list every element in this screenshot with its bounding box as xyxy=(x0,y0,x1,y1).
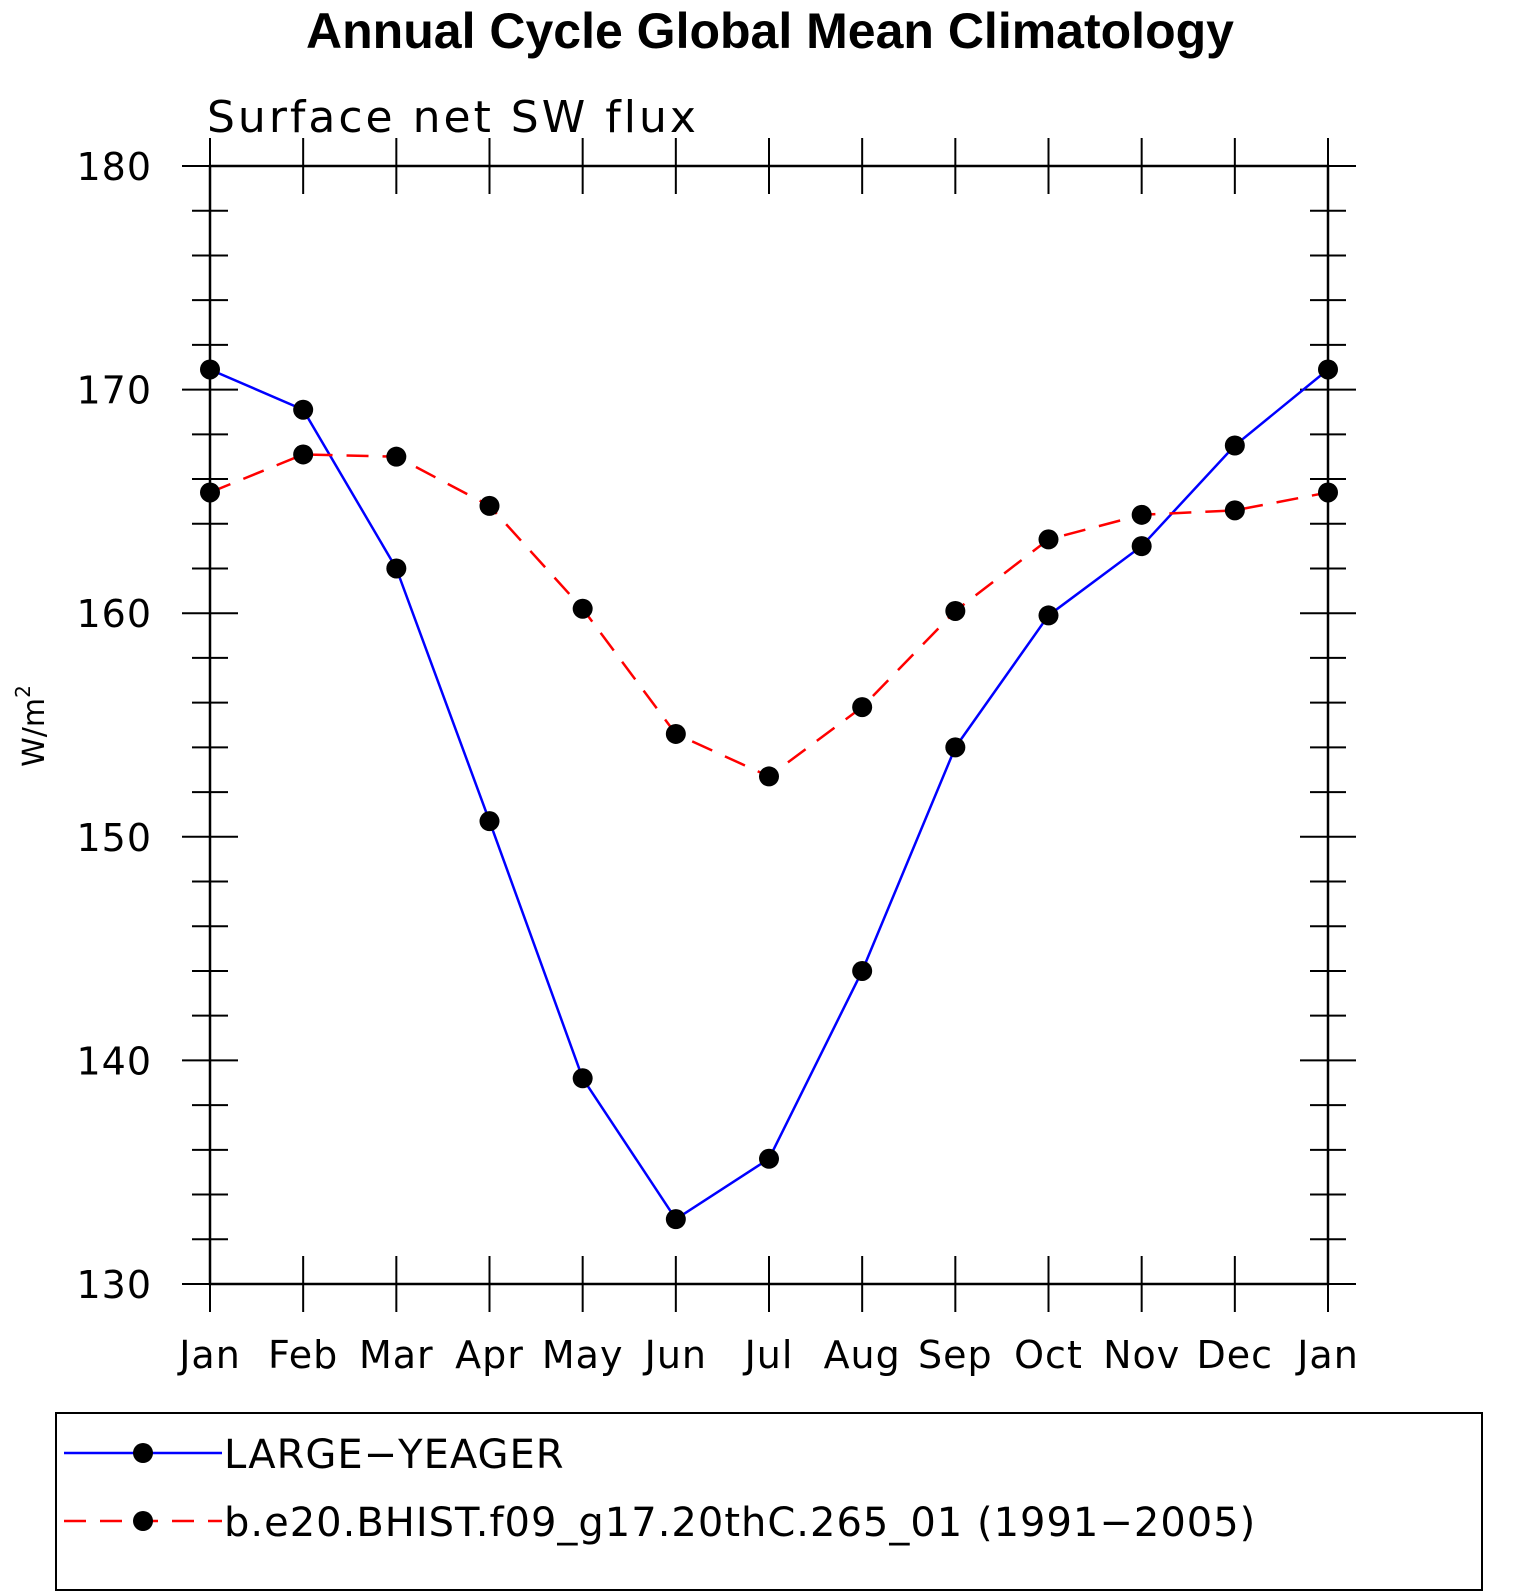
series-line-2 xyxy=(209,453,1329,778)
plot-frame xyxy=(208,164,1330,1286)
series-2-point xyxy=(759,766,779,787)
series-2-point xyxy=(1131,504,1152,525)
chart-title: Annual Cycle Global Mean Climatology xyxy=(306,3,1234,59)
series-2-point xyxy=(1224,500,1245,521)
series-2-point xyxy=(1038,529,1059,550)
series-1-point xyxy=(665,1209,686,1230)
axes: 130 140 150 160 170 180 Jan Feb Mar Apr May Jun Jul A… xyxy=(76,138,1358,1377)
y-tick-label: 180 xyxy=(76,145,152,189)
series-1-point xyxy=(1038,605,1059,626)
x-tick-label: Nov xyxy=(1103,1333,1180,1377)
y-tick-label: 160 xyxy=(76,592,152,636)
series-2-point xyxy=(1318,482,1338,503)
series-1-point xyxy=(759,1148,779,1169)
x-tick-label: Apr xyxy=(455,1333,524,1377)
x-tick-label: Aug xyxy=(824,1333,901,1377)
series-1-point xyxy=(293,399,314,420)
series-1-point xyxy=(572,1068,593,1089)
x-tick-label: Jul xyxy=(743,1333,794,1377)
series-2-point xyxy=(665,723,686,744)
legend-marker-1 xyxy=(133,1443,153,1463)
series-1-point xyxy=(386,558,407,579)
chart-subtitle: Surface net SW flux xyxy=(207,92,699,143)
series-2-point xyxy=(852,697,873,718)
y-axis-label-superscript: 2 xyxy=(11,685,35,698)
y-tick-label: 150 xyxy=(76,816,152,860)
series-1-point xyxy=(1224,435,1245,456)
series-2-point xyxy=(945,600,966,621)
legend-marker-2 xyxy=(133,1511,153,1531)
series-1-point xyxy=(1131,536,1152,557)
series-line-1 xyxy=(209,368,1329,1221)
legend: LARGE−YEAGER b.e20.BHIST.f09_g17.20thC.26… xyxy=(64,1432,1256,1546)
series-1-point xyxy=(479,811,500,832)
x-tick-label: Jun xyxy=(643,1333,707,1377)
series-1-point xyxy=(852,960,873,981)
series-2-point xyxy=(200,482,220,503)
x-tick-label: Jan xyxy=(177,1333,241,1377)
y-tick-label: 170 xyxy=(76,369,152,413)
series-layer xyxy=(200,359,1338,1230)
series-2-point xyxy=(386,446,407,467)
x-tick-label: Oct xyxy=(1014,1333,1083,1377)
legend-label-2: b.e20.BHIST.f09_g17.20thC.265_01 (1991−2… xyxy=(224,1500,1256,1546)
series-2-point xyxy=(293,444,314,465)
legend-label-1: LARGE−YEAGER xyxy=(224,1432,565,1478)
series-1-point xyxy=(945,737,966,758)
x-tick-label: Feb xyxy=(268,1333,338,1377)
x-tick-label: Dec xyxy=(1197,1333,1274,1377)
legend-box xyxy=(55,1412,1483,1591)
y-tick-label: 130 xyxy=(76,1263,152,1307)
x-tick-label: May xyxy=(542,1333,624,1377)
y-axis-label: W/m2 xyxy=(11,685,52,767)
series-1-point xyxy=(200,359,220,380)
y-axis-label-unit: W/m xyxy=(17,698,52,767)
series-2-point xyxy=(572,598,593,619)
y-tick-label: 140 xyxy=(76,1039,152,1083)
x-tick-label: Mar xyxy=(359,1333,434,1377)
x-tick-label: Sep xyxy=(918,1333,993,1377)
x-tick-label: Jan xyxy=(1295,1333,1359,1377)
series-2-point xyxy=(479,495,500,516)
series-1-point xyxy=(1318,359,1338,380)
